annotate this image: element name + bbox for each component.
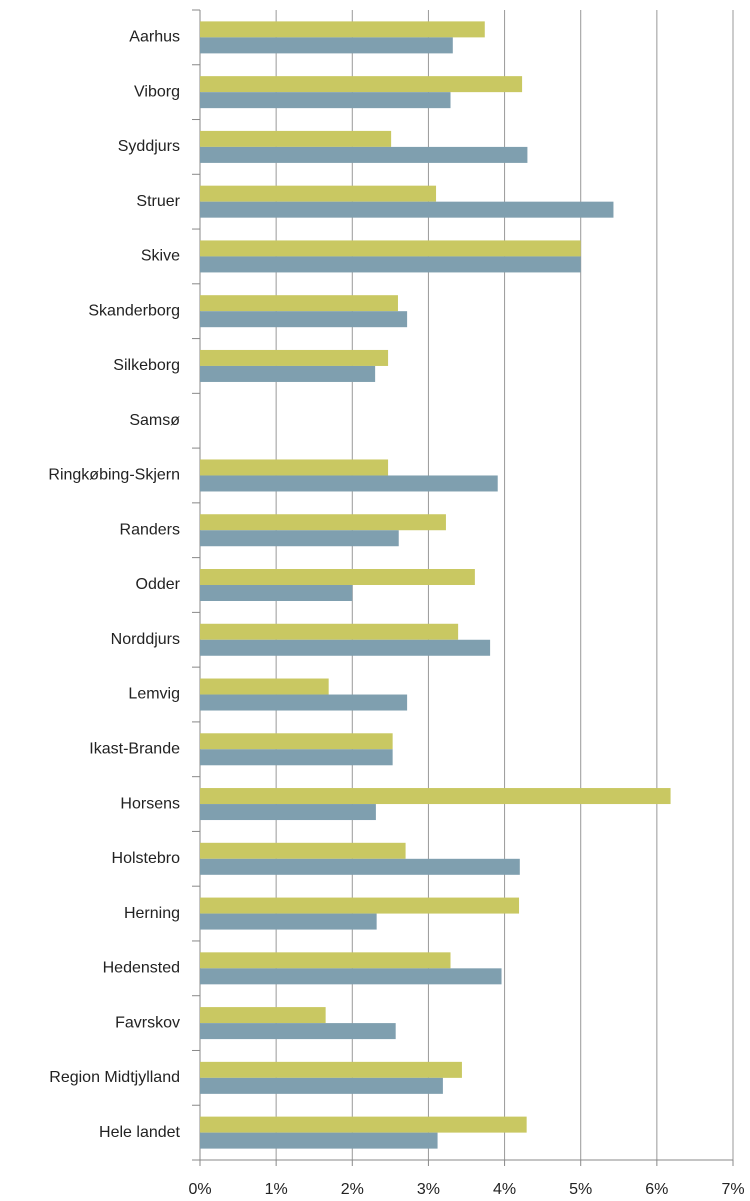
y-tick-label: Skive [141,248,180,265]
bar [200,749,393,766]
y-tick-label: Favrskov [115,1014,180,1031]
bar [200,1077,443,1094]
bar [200,311,408,328]
bar [200,1132,438,1149]
bar [200,1007,326,1024]
y-tick-label: Odder [136,576,181,593]
x-tick-label: 7% [721,1181,744,1198]
y-tick-label: Lemvig [128,686,180,703]
bar [200,349,389,366]
x-tick-label: 6% [645,1181,668,1198]
bar [200,37,453,54]
y-tick-label: Hedensted [103,960,180,977]
bar [200,130,392,147]
y-tick-label: Ikast-Brande [89,741,180,758]
bar [200,1061,462,1078]
y-tick-label: Horsens [120,795,180,812]
x-tick-label: 3% [417,1181,440,1198]
bar [200,804,376,821]
bar [200,842,406,859]
bar [200,295,398,312]
bar [200,365,376,382]
bar [200,694,408,711]
x-tick-label: 2% [341,1181,364,1198]
bar [200,240,581,257]
bar [200,952,451,969]
y-tick-label: Norddjurs [111,631,180,648]
y-tick-label: Hele landet [99,1124,181,1141]
y-tick-label: Skanderborg [88,302,180,319]
x-tick-label: 4% [493,1181,516,1198]
y-tick-label: Randers [120,521,180,538]
bar [200,146,528,163]
y-tick-label: Samsø [129,412,180,429]
bar [200,185,437,202]
y-tick-label: Herning [124,905,180,922]
bar [200,858,520,875]
bar [200,913,377,930]
bar [200,678,329,695]
y-tick-label: Aarhus [129,29,180,46]
bar [200,1116,527,1133]
y-tick-label: Holstebro [112,850,181,867]
bar [200,897,520,914]
bar [200,76,523,93]
bar [200,733,393,750]
y-tick-label: Struer [136,193,180,210]
y-tick-label: Ringkøbing-Skjern [48,467,180,484]
y-tick-label: Syddjurs [118,138,180,155]
bar [200,459,389,476]
y-tick-label: Silkeborg [113,357,180,374]
bar [200,788,671,805]
bar [200,968,502,985]
bar [200,623,459,640]
bar [200,201,614,218]
bar [200,475,498,492]
bar [200,639,491,656]
bar [200,585,353,601]
y-tick-label: Region Midtjylland [49,1069,180,1086]
x-tick-label: 5% [569,1181,592,1198]
bar [200,21,485,38]
bar [200,569,475,585]
bar [200,514,446,531]
bar [200,92,451,109]
bar [200,530,399,547]
bar [200,256,581,273]
y-tick-label: Viborg [134,83,180,100]
bar [200,1023,396,1040]
x-tick-label: 0% [188,1181,211,1198]
x-tick-label: 1% [265,1181,288,1198]
